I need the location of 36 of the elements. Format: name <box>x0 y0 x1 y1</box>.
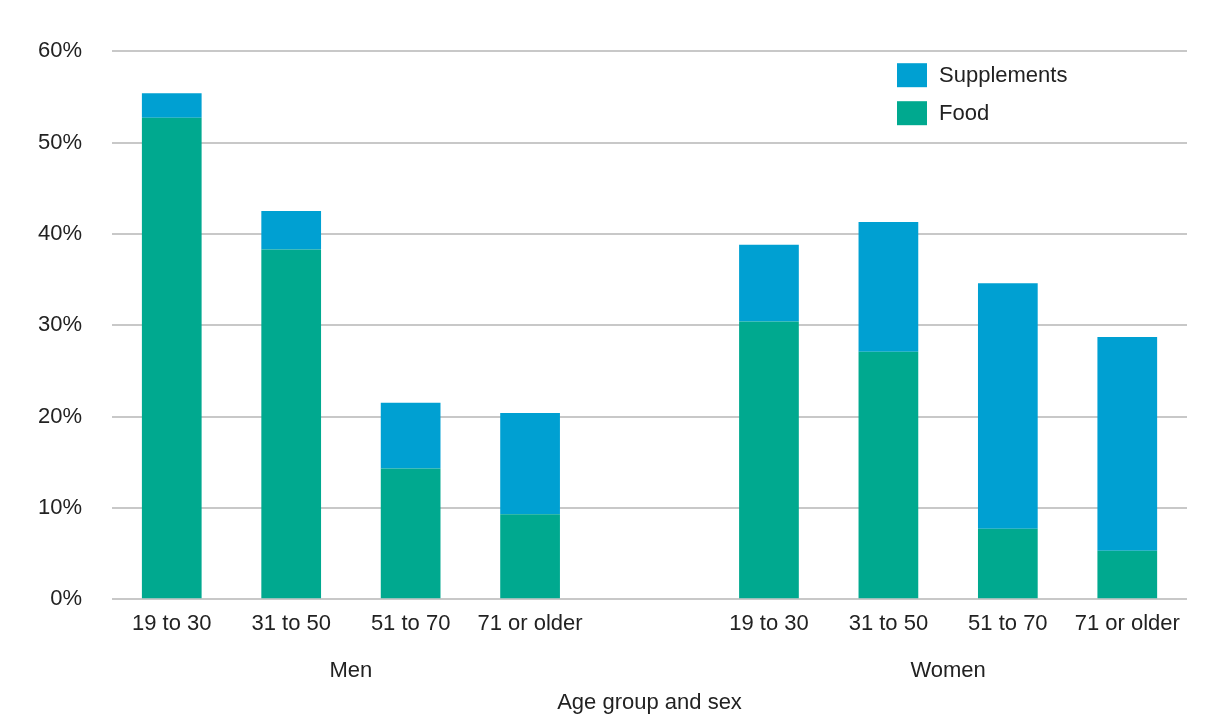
bar <box>500 412 560 515</box>
y-tick-label: 0% <box>50 585 83 611</box>
y-tick-label: 50% <box>37 128 83 154</box>
bar <box>500 514 560 599</box>
x-tick-label: 71 or older <box>1074 610 1180 636</box>
bar <box>739 321 799 599</box>
bar <box>261 249 322 599</box>
bar <box>858 221 919 352</box>
bar <box>141 117 202 599</box>
bar <box>380 468 441 599</box>
x-axis-title: Age group and sex <box>557 688 742 714</box>
text: Women <box>910 657 986 683</box>
y-tick-label: 60% <box>37 37 83 63</box>
bar <box>380 402 441 469</box>
bar <box>141 93 202 118</box>
text: Men <box>329 657 373 683</box>
x-tick-label: 19 to 30 <box>729 610 809 636</box>
x-tick-label: 31 to 50 <box>251 610 331 636</box>
bar <box>261 211 322 250</box>
bar <box>977 283 1038 529</box>
bar <box>1097 550 1158 599</box>
bar <box>1097 337 1158 551</box>
x-tick-label: 71 or older <box>477 610 583 636</box>
y-tick-label: 20% <box>37 402 83 428</box>
x-tick-label: 31 to 50 <box>848 610 929 636</box>
x-tick-label: 19 to 30 <box>131 610 212 636</box>
y-tick-label: 40% <box>37 219 83 245</box>
bar <box>858 351 919 599</box>
legend-label: Food <box>939 100 990 126</box>
x-tick-label: 51 to 70 <box>968 610 1048 636</box>
bar <box>739 244 799 322</box>
x-tick-label: 51 to 70 <box>370 610 451 636</box>
y-tick-label: 30% <box>37 311 83 337</box>
y-tick-label: 10% <box>37 493 83 519</box>
legend-label: Supplements <box>939 62 1068 88</box>
bar <box>977 528 1038 599</box>
